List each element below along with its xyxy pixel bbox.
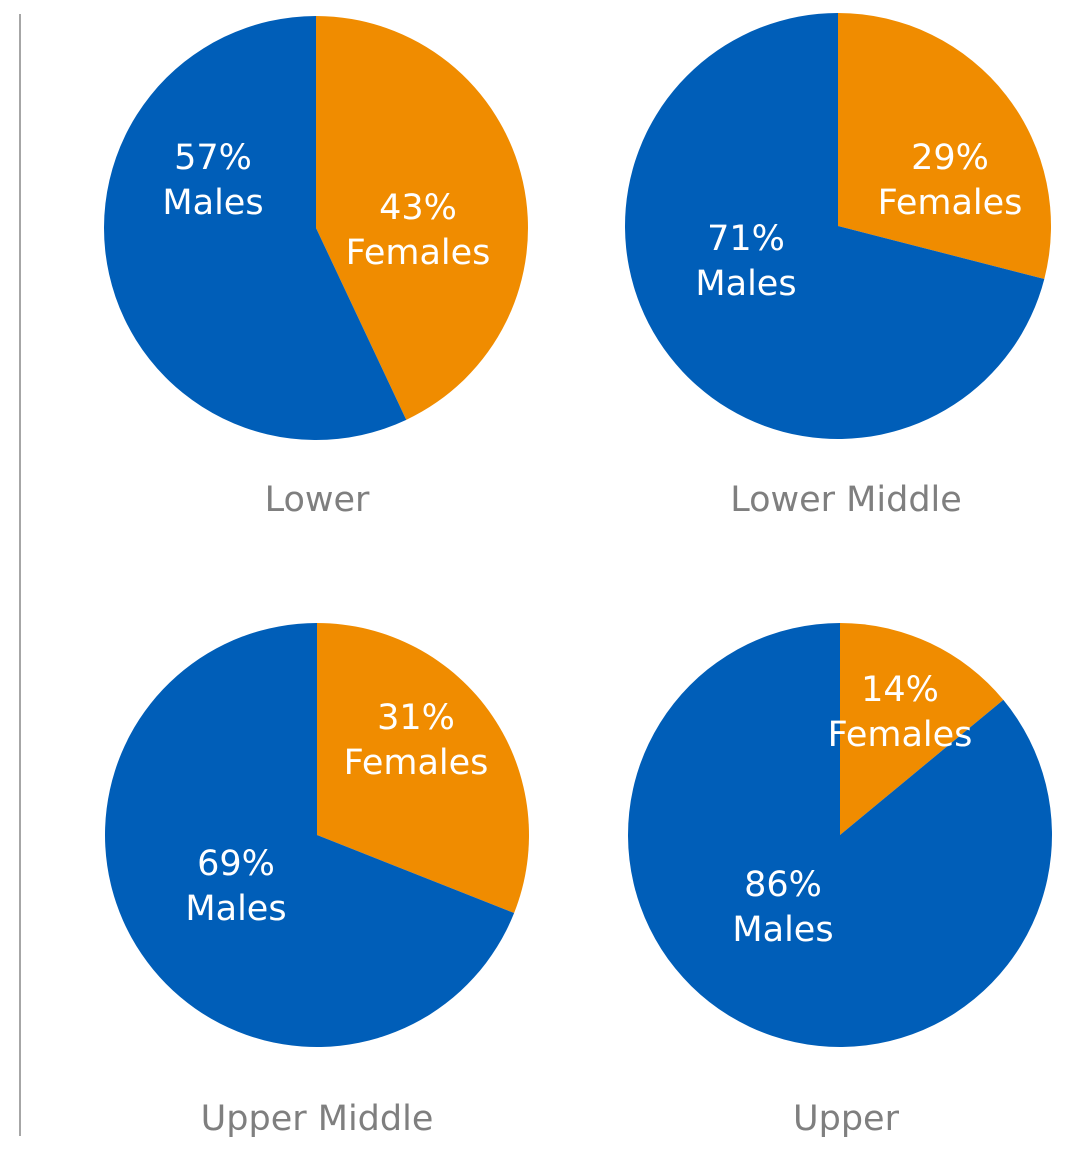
females-percent: 31% — [377, 698, 455, 738]
pie-title: Upper — [793, 1099, 899, 1139]
females-percent: 14% — [861, 670, 939, 710]
females-slice — [317, 623, 529, 914]
males-text: Males — [695, 264, 797, 304]
males-label: 69% Males — [185, 842, 286, 932]
females-label: 29% Females — [878, 136, 1023, 226]
males-label: 71% Males — [695, 217, 796, 307]
males-percent: 86% — [744, 865, 822, 905]
males-label: 86% Males — [732, 863, 833, 953]
males-text: Males — [162, 183, 264, 223]
pie-title: Lower — [264, 480, 370, 520]
females-text: Females — [343, 743, 489, 783]
males-text: Males — [185, 889, 287, 929]
females-text: Females — [345, 233, 491, 273]
males-slice — [104, 16, 407, 440]
males-text: Males — [732, 910, 834, 950]
males-slice — [624, 13, 1045, 440]
females-label: 43% Females — [346, 186, 491, 276]
females-label: 31% Females — [344, 696, 489, 786]
females-slice — [840, 623, 1004, 835]
females-slice — [316, 16, 528, 420]
pie-title: Lower Middle — [730, 480, 962, 520]
males-percent: 57% — [174, 138, 252, 178]
males-label: 57% Males — [162, 136, 263, 226]
females-text: Females — [827, 715, 973, 755]
females-slice — [838, 13, 1051, 279]
males-slice — [628, 623, 1052, 1047]
females-text: Females — [877, 183, 1023, 223]
males-slice — [105, 623, 515, 1047]
males-percent: 71% — [707, 219, 785, 259]
females-percent: 29% — [911, 138, 989, 178]
females-percent: 43% — [379, 188, 457, 228]
divider-line — [19, 14, 21, 1136]
females-label: 14% Females — [828, 668, 973, 758]
pie-title: Upper Middle — [200, 1099, 434, 1139]
males-percent: 69% — [197, 844, 275, 884]
